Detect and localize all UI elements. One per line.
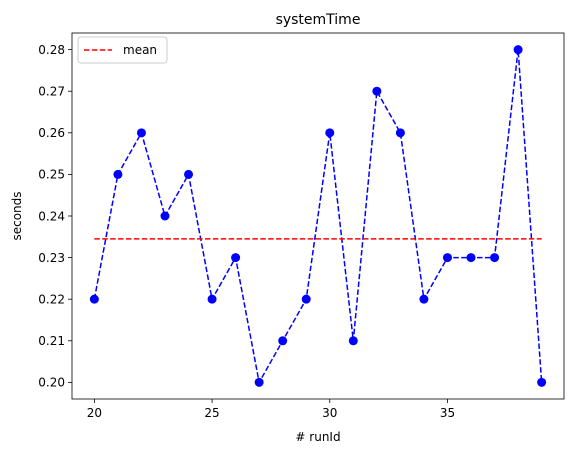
systemtime-data-point [325, 128, 335, 138]
y-tick-label: 0.27 [38, 85, 65, 99]
y-tick-label: 0.24 [38, 209, 65, 223]
systemtime-data-point [395, 128, 405, 138]
chart-title: systemTime [276, 12, 361, 28]
systemtime-data-point [113, 169, 123, 179]
legend-mean-label: mean [123, 43, 157, 57]
y-tick-label: 0.22 [38, 292, 65, 306]
y-tick-label: 0.20 [38, 376, 65, 390]
systemtime-data-point [348, 336, 358, 346]
x-tick-label: 20 [87, 406, 102, 420]
x-tick-label: 30 [322, 406, 337, 420]
systemtime-data-point [207, 294, 217, 304]
y-tick-label: 0.26 [38, 126, 65, 140]
y-tick-label: 0.28 [38, 43, 65, 57]
systemtime-data-point [136, 128, 146, 138]
systemtime-data-point [160, 211, 170, 221]
x-tick-label: 25 [204, 406, 219, 420]
systemtime-data-point [254, 377, 264, 387]
x-axis-ticks: 20 25 30 35 [87, 399, 455, 420]
systemtime-data-point [184, 169, 194, 179]
x-axis-label: # runId [295, 430, 340, 444]
y-axis-label: seconds [10, 191, 24, 240]
systemtime-data-point [466, 253, 476, 263]
x-tick-label: 35 [440, 406, 455, 420]
systemtime-series-line [93, 49, 543, 385]
plot-frame [71, 32, 565, 400]
y-tick-label: 0.23 [38, 251, 65, 265]
legend-box [77, 36, 168, 64]
systemtime-data-point [278, 336, 288, 346]
legend: mean [77, 36, 168, 64]
systemtime-data-point [442, 253, 452, 263]
systemtime-data-point [537, 377, 547, 387]
systemtime-data-point [89, 294, 99, 304]
systemtime-data-point [372, 86, 382, 96]
y-tick-label: 0.25 [38, 168, 65, 182]
series-layer [89, 45, 547, 387]
systemtime-data-point [231, 253, 241, 263]
systemtime-data-point [490, 253, 500, 263]
y-tick-label: 0.21 [38, 334, 65, 348]
y-axis-ticks: 0.20 0.21 0.22 0.23 0.24 0.25 0.26 0.27 0.28 [38, 43, 72, 390]
systemtime-data-point [419, 294, 429, 304]
systemtime-data-point [301, 294, 311, 304]
systemtime-data-point [513, 45, 523, 55]
